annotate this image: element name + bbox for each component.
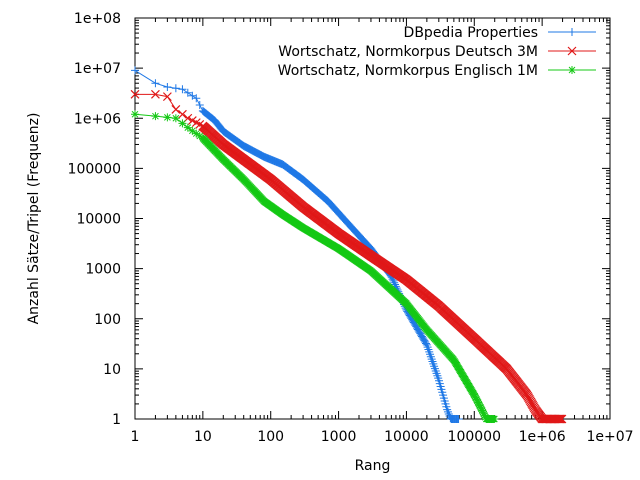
series-line bbox=[134, 113, 495, 420]
data-point bbox=[171, 114, 180, 123]
y-tick-label: 1000 bbox=[85, 262, 121, 278]
data-point bbox=[475, 401, 484, 410]
y-tick-label: 10000 bbox=[76, 212, 121, 228]
data-point bbox=[163, 113, 172, 122]
legend-item: Wortschatz, Normkorpus Englisch 1M bbox=[278, 63, 596, 79]
data-point bbox=[391, 280, 400, 289]
legend-item: Wortschatz, Normkorpus Deutsch 3M bbox=[278, 44, 596, 60]
data-point bbox=[389, 276, 398, 285]
data-point bbox=[473, 396, 482, 405]
legend-item: DBpedia Properties bbox=[404, 25, 596, 41]
data-point bbox=[162, 92, 172, 102]
data-point bbox=[195, 132, 204, 141]
data-point bbox=[444, 409, 453, 418]
data-point bbox=[163, 83, 172, 92]
data-point bbox=[470, 392, 479, 401]
data-point bbox=[131, 66, 139, 75]
data-point bbox=[472, 395, 481, 404]
data-point bbox=[474, 400, 483, 409]
y-tick-label: 100 bbox=[94, 312, 121, 328]
data-point bbox=[390, 278, 399, 287]
y-tick-label: 1e+06 bbox=[74, 111, 121, 127]
data-point bbox=[171, 84, 180, 93]
x-tick-label: 1e+07 bbox=[586, 429, 633, 445]
data-point bbox=[478, 408, 487, 417]
data-point bbox=[454, 415, 463, 423]
data-point bbox=[567, 46, 577, 56]
data-point bbox=[490, 415, 499, 423]
data-point bbox=[192, 94, 201, 103]
data-point bbox=[188, 126, 197, 135]
x-tick-label: 100000 bbox=[448, 429, 501, 445]
data-point bbox=[557, 414, 567, 424]
data-point bbox=[478, 406, 487, 415]
series-2 bbox=[130, 89, 567, 424]
y-axis-label: Anzahl Sätze/Tripel (Frequenz) bbox=[26, 113, 42, 325]
data-point bbox=[568, 66, 576, 74]
data-point bbox=[151, 79, 160, 88]
legend-label: Wortschatz, Normkorpus Deutsch 3M bbox=[278, 44, 538, 60]
data-point bbox=[476, 403, 485, 412]
data-point bbox=[178, 85, 187, 94]
y-tick-label: 1e+07 bbox=[74, 61, 121, 77]
data-point bbox=[151, 112, 160, 121]
y-tick-label: 100000 bbox=[68, 161, 121, 177]
data-point bbox=[131, 110, 139, 119]
series-layer bbox=[130, 66, 567, 424]
data-point bbox=[178, 119, 187, 128]
data-point bbox=[130, 89, 140, 99]
y-tick-label: 10 bbox=[103, 362, 121, 378]
data-point bbox=[421, 339, 430, 348]
legend-label: DBpedia Properties bbox=[404, 25, 538, 41]
x-tick-label: 10000 bbox=[384, 429, 429, 445]
y-tick-label: 1e+08 bbox=[74, 11, 121, 27]
data-point bbox=[183, 88, 192, 97]
data-point bbox=[471, 393, 480, 402]
data-point bbox=[171, 104, 181, 114]
data-point bbox=[477, 404, 486, 413]
data-point bbox=[568, 28, 576, 36]
data-point bbox=[151, 89, 160, 99]
x-tick-label: 1000 bbox=[321, 429, 357, 445]
data-point bbox=[479, 409, 488, 418]
data-point bbox=[183, 123, 192, 132]
plot-axes: 1 10 100 1000 10000 100000 1e+06 1e+07 1 10 100 100… bbox=[68, 11, 634, 445]
data-point bbox=[178, 109, 187, 119]
data-point bbox=[443, 407, 452, 416]
data-point bbox=[470, 390, 479, 399]
legend: DBpedia Properties Wortschatz, Normkorpus… bbox=[278, 25, 596, 79]
x-tick-label: 100 bbox=[257, 429, 284, 445]
legend-label: Wortschatz, Normkorpus Englisch 1M bbox=[278, 63, 538, 79]
x-tick-label: 10 bbox=[194, 429, 212, 445]
data-point bbox=[195, 100, 204, 109]
data-point bbox=[474, 398, 483, 407]
series-1 bbox=[131, 66, 463, 423]
y-tick-label: 1 bbox=[112, 412, 121, 428]
series-3 bbox=[131, 110, 499, 423]
x-tick-label: 1 bbox=[131, 429, 140, 445]
data-point bbox=[192, 129, 201, 138]
x-tick-label: 1e+06 bbox=[519, 429, 566, 445]
data-point bbox=[480, 411, 489, 420]
x-axis-label: Rang bbox=[355, 458, 391, 474]
